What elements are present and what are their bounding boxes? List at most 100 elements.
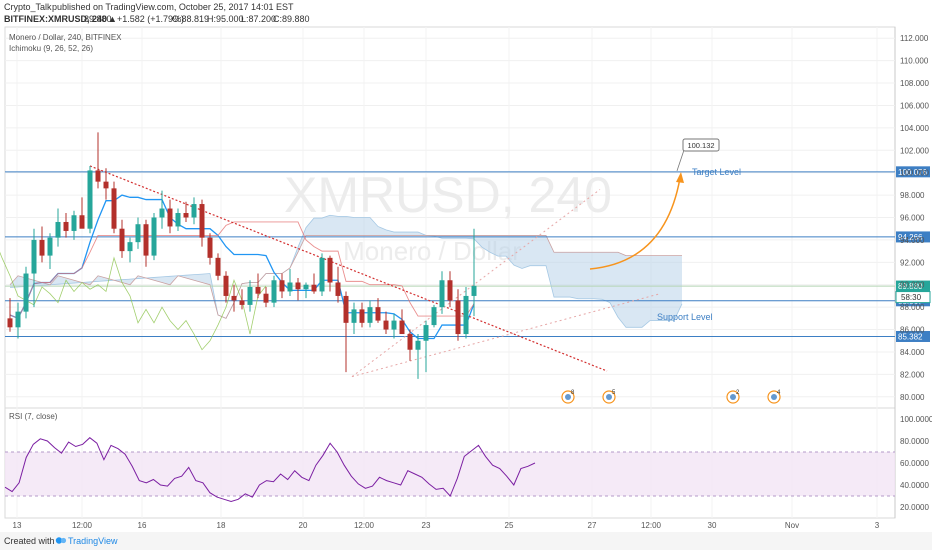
candle-body [439,280,445,308]
candle-body [15,311,21,328]
channel-upper-line[interactable] [351,189,601,378]
candle-body [183,213,189,218]
time-tick-label: 12:00 [72,521,93,530]
price-tick-label: 102.000 [900,146,929,155]
annotations[interactable]: 100.132 8 5 2 4 [561,138,781,404]
candle-body [351,309,357,323]
time-tick-label: Nov [785,521,799,530]
candle-body [263,293,269,303]
candle-body [111,188,117,229]
candle-body [231,295,237,301]
price-tick-label: 82.000 [900,370,925,379]
candle-body [423,325,429,341]
axes: 112.000 110.000 108.000 106.000 104.000 102.0… [13,34,932,530]
candle-body [303,284,309,290]
price-level-badge [896,231,930,243]
time-tick-label: 27 [588,521,597,530]
rsi-indicator [4,437,895,503]
candle-body [407,334,413,350]
candle-body [455,300,461,335]
candle-body [415,340,421,350]
candle-body [95,170,101,182]
candle-body [191,204,197,218]
callout-box[interactable] [682,138,720,152]
trendlines[interactable] [89,165,661,378]
candle-body [103,181,109,189]
senkou-a-line [9,214,683,328]
event-badge-icon[interactable]: 4 [767,390,781,404]
candle-body [63,221,69,231]
event-badge-icon[interactable]: 8 [561,390,575,404]
target-arrowhead-icon [676,172,684,183]
rsi-tick-label: 40.0000 [900,481,929,490]
event-badge-count: 5 [612,390,616,396]
ichimoku-legend: Ichimoku (9, 26, 52, 26) [9,44,93,53]
cloud-area [10,215,682,328]
countdown-badge [895,291,931,304]
chart-title-legend: Monero / Dollar, 240, BITFINEX [9,33,122,42]
footer-bar [0,532,932,550]
price-tick-label: 92.000 [900,258,925,267]
close-value: C:89.880 [273,14,310,24]
support-level-label: Support Level [657,312,713,322]
candle-body [135,224,141,243]
candle-body [319,257,325,292]
price-tick-label: 96.000 [900,214,925,223]
candle-body [327,257,333,283]
target-level-label: Target Level [692,167,741,177]
candle-body [55,221,61,238]
candle-body [151,217,157,256]
tradingview-brand[interactable]: TradingView [68,536,118,546]
price-tick-label: 106.000 [900,101,929,110]
candle-body [375,307,381,321]
rsi-tick-label: 100.0000 [900,415,932,424]
price-tick-label: 112.000 [900,34,929,43]
time-tick-label: 3 [875,521,880,530]
time-tick-label: 16 [138,521,147,530]
candle-body [271,280,277,303]
candles [7,132,477,379]
price-tick-label: 90.000 [900,281,925,290]
price-tick-label: 94.000 [900,236,925,245]
author-link[interactable]: Crypto_Talk [4,2,52,12]
time-tick-label: 13 [13,521,22,530]
low-value: L:87.200 [241,14,276,24]
descending-trendline[interactable] [89,165,608,372]
open-value: O:88.819 [172,14,209,24]
candle-body [287,282,293,292]
up-triangle-icon: ▲ [108,14,117,24]
candle-body [159,208,165,218]
candle-body [343,295,349,323]
candle-body [39,239,45,256]
rsi-tick-label: 60.0000 [900,459,929,468]
candle-body [295,282,301,290]
candle-body [399,320,405,335]
symbol-label: BITFINEX:XMRUSD, 240 [4,14,107,24]
price-level-label: 100.076 [898,168,927,177]
candle-body [223,275,229,296]
event-badge-icon[interactable]: 5 [602,390,616,404]
candle-body [447,280,453,301]
candle-body [463,295,469,335]
tradingview-logo-icon[interactable] [55,537,67,544]
price-level-badge [896,330,930,342]
price-tick-label: 98.000 [900,191,925,200]
candle-body [119,228,125,252]
candle-body [247,286,253,305]
candle-body [335,282,341,296]
time-tick-label: 23 [422,521,431,530]
grid [5,27,895,518]
callout-pointer [676,149,685,171]
price-level-badge [896,166,930,178]
channel-lower-line[interactable] [351,293,661,378]
price-tick-label: 104.000 [900,124,929,133]
price-tick-label: 80.000 [900,393,925,402]
target-arrow[interactable] [589,177,681,270]
candle-body [175,213,181,227]
publish-info: published on TradingView.com, October 25… [52,2,294,12]
time-tick-label: 25 [505,521,514,530]
candle-body [471,285,477,296]
candle-body [431,307,437,326]
event-badge-icon[interactable]: 2 [726,390,740,404]
change-value: +1.582 (+1.79%) [117,14,184,24]
